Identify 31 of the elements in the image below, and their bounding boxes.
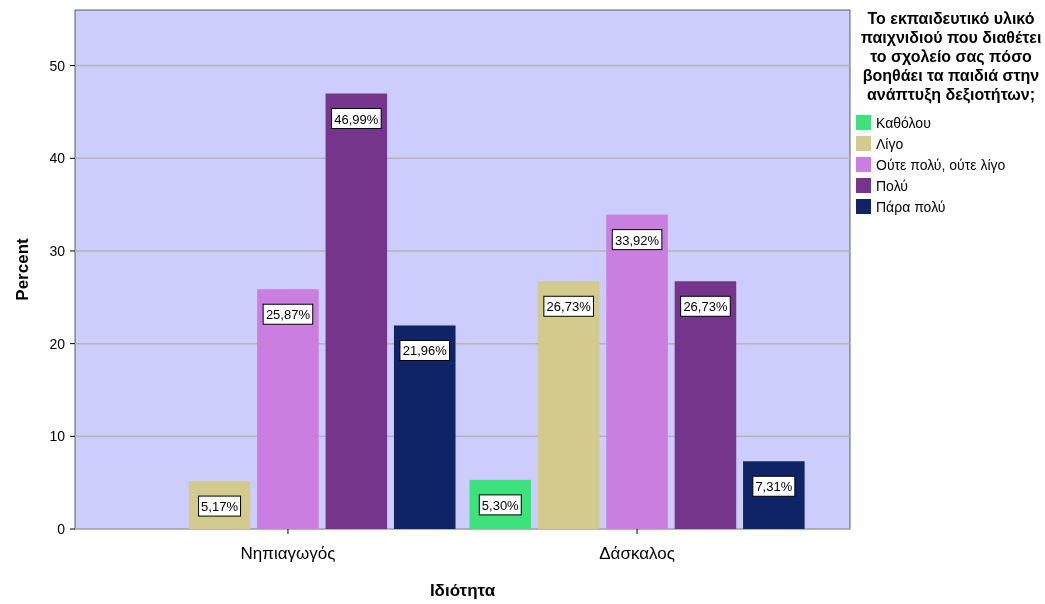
y-tick-label: 40 bbox=[49, 150, 66, 167]
legend-label: Καθόλου bbox=[876, 115, 931, 131]
data-label: 33,92% bbox=[615, 232, 660, 248]
y-tick-label: 50 bbox=[49, 57, 66, 74]
legend-label: Λίγο bbox=[876, 136, 904, 152]
x-tick-label: Νηπιαγωγός bbox=[240, 544, 336, 563]
y-tick-label: 30 bbox=[49, 242, 66, 259]
data-label: 25,87% bbox=[265, 307, 311, 323]
y-tick-label: 20 bbox=[49, 335, 66, 352]
legend-label: Ούτε πολύ, ούτε λίγο bbox=[876, 157, 1006, 173]
bar bbox=[393, 325, 456, 529]
data-label: 7,31% bbox=[755, 479, 793, 495]
y-tick-label: 10 bbox=[49, 428, 66, 445]
legend-label: Πάρα πολύ bbox=[876, 199, 946, 215]
data-label: 26,73% bbox=[546, 299, 592, 315]
data-label: 5,17% bbox=[201, 499, 239, 515]
y-axis-title: Percent bbox=[13, 237, 32, 301]
x-tick-label: Δάσκαλος bbox=[599, 544, 675, 563]
bar bbox=[257, 289, 319, 529]
bar bbox=[537, 281, 600, 529]
data-label: 46,99% bbox=[334, 111, 379, 127]
bar bbox=[325, 93, 388, 529]
data-label: 5,30% bbox=[481, 497, 520, 513]
legend-label: Πολύ bbox=[876, 178, 908, 194]
data-label: 21,96% bbox=[402, 343, 448, 359]
x-axis-title: Ιδιότητα bbox=[429, 581, 496, 600]
data-label: 26,73% bbox=[683, 299, 728, 315]
legend-title: Το εκπαιδευτικό υλικό παιχνιδιού που διαθέτει το σχολείο σας πόσο βοηθάει τα παιδιά στην ανάπτυξη δεξιοτήτων; bbox=[860, 10, 1042, 104]
y-tick-label: 0 bbox=[57, 521, 66, 537]
bar bbox=[606, 214, 668, 529]
bar bbox=[674, 281, 737, 529]
